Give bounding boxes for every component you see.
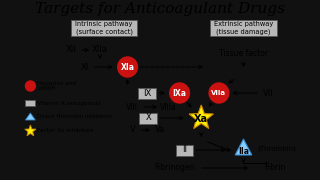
Text: VII: VII <box>263 89 273 98</box>
Text: Fibrinogen: Fibrinogen <box>155 163 195 172</box>
Text: Va: Va <box>155 125 165 134</box>
Text: Extrinsic pathway
(tissue damage): Extrinsic pathway (tissue damage) <box>214 21 273 35</box>
Text: Vitamin K antagonists: Vitamin K antagonists <box>37 100 101 105</box>
FancyBboxPatch shape <box>140 112 157 123</box>
Text: XI: XI <box>80 62 89 71</box>
Text: X: X <box>145 114 151 123</box>
Text: Direct thrombin inhibitors: Direct thrombin inhibitors <box>37 114 112 120</box>
Text: Xa: Xa <box>194 114 208 124</box>
Text: XII: XII <box>66 46 77 55</box>
Text: VIIIa: VIIIa <box>159 102 176 111</box>
Text: Fibrin: Fibrin <box>264 163 285 172</box>
Text: Targets for Anticoagulant Drugs: Targets for Anticoagulant Drugs <box>35 2 285 16</box>
Polygon shape <box>25 125 36 136</box>
Text: Factor Xa inhibitors: Factor Xa inhibitors <box>37 129 94 134</box>
FancyBboxPatch shape <box>176 145 193 156</box>
Polygon shape <box>235 139 252 155</box>
Text: Tissue factor: Tissue factor <box>219 50 268 59</box>
Circle shape <box>26 81 35 91</box>
Text: IIa: IIa <box>238 147 249 156</box>
Text: VIII: VIII <box>125 102 138 111</box>
FancyBboxPatch shape <box>138 87 156 98</box>
Text: (Thrombin): (Thrombin) <box>257 146 296 152</box>
Circle shape <box>170 83 189 103</box>
Text: II: II <box>182 145 187 154</box>
Text: XIIa: XIIa <box>92 46 108 55</box>
FancyBboxPatch shape <box>71 20 137 36</box>
Text: VIIa: VIIa <box>212 90 227 96</box>
Text: IX: IX <box>143 89 151 98</box>
Text: XIa: XIa <box>121 62 135 71</box>
Polygon shape <box>189 105 213 129</box>
Text: Intrinsic pathway
(surface contact): Intrinsic pathway (surface contact) <box>75 21 133 35</box>
Polygon shape <box>26 113 35 120</box>
FancyBboxPatch shape <box>26 100 35 106</box>
Text: IXa: IXa <box>173 89 187 98</box>
Circle shape <box>209 83 229 103</box>
Circle shape <box>118 57 137 77</box>
Text: Heparins and
LMWH: Heparins and LMWH <box>37 81 76 91</box>
FancyBboxPatch shape <box>210 20 277 36</box>
Text: V: V <box>130 125 135 134</box>
